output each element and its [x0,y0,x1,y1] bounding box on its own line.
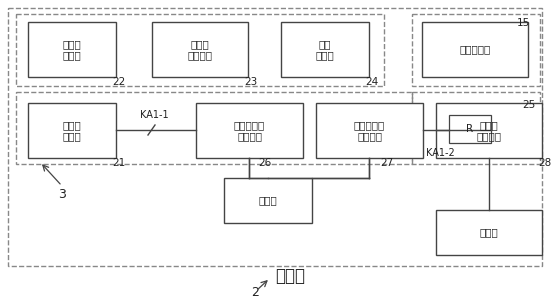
Text: 21: 21 [112,158,125,168]
Text: 充电端
充电按钮: 充电端 充电按钮 [187,39,212,60]
Text: 28: 28 [538,158,551,168]
Text: 蓄电池
连接插头: 蓄电池 连接插头 [476,120,502,141]
Text: 市电连
接插头: 市电连 接插头 [63,120,81,141]
Text: 2: 2 [251,286,259,300]
Bar [16,14,384,86]
Bar [28,22,116,77]
Text: 15: 15 [517,18,530,28]
Text: 23: 23 [244,77,257,87]
Text: 25: 25 [522,100,535,110]
Text: 蓄电池: 蓄电池 [480,227,498,237]
Text: 充电器输入
连接插座: 充电器输入 连接插座 [234,120,265,141]
Text: 26: 26 [258,158,271,168]
Bar [422,22,528,77]
Text: 24: 24 [365,77,378,87]
Bar [449,115,491,143]
Bar [281,22,369,77]
Bar [436,210,542,255]
Bar [152,22,248,77]
Bar [316,103,423,158]
Text: 模拟量模块: 模拟量模块 [459,44,490,54]
Bar [412,92,540,164]
Text: 22: 22 [112,77,125,87]
Text: 充电端: 充电端 [275,267,305,285]
Bar [28,103,116,158]
Text: 充电器输出
连接插座: 充电器输出 连接插座 [354,120,385,141]
Text: 中间
继电器: 中间 继电器 [316,39,334,60]
Text: 27: 27 [380,158,393,168]
Text: 3: 3 [58,188,66,201]
Bar [436,103,542,158]
Text: KA1-2: KA1-2 [426,148,455,158]
Bar [224,178,312,223]
Text: KA1-1: KA1-1 [140,110,168,120]
Bar [8,8,542,266]
Bar [16,92,412,164]
Text: 充电端
指示灯: 充电端 指示灯 [63,39,81,60]
Text: R: R [466,124,474,134]
Text: 充电器: 充电器 [259,196,277,206]
Bar [196,103,303,158]
Bar [412,14,540,86]
